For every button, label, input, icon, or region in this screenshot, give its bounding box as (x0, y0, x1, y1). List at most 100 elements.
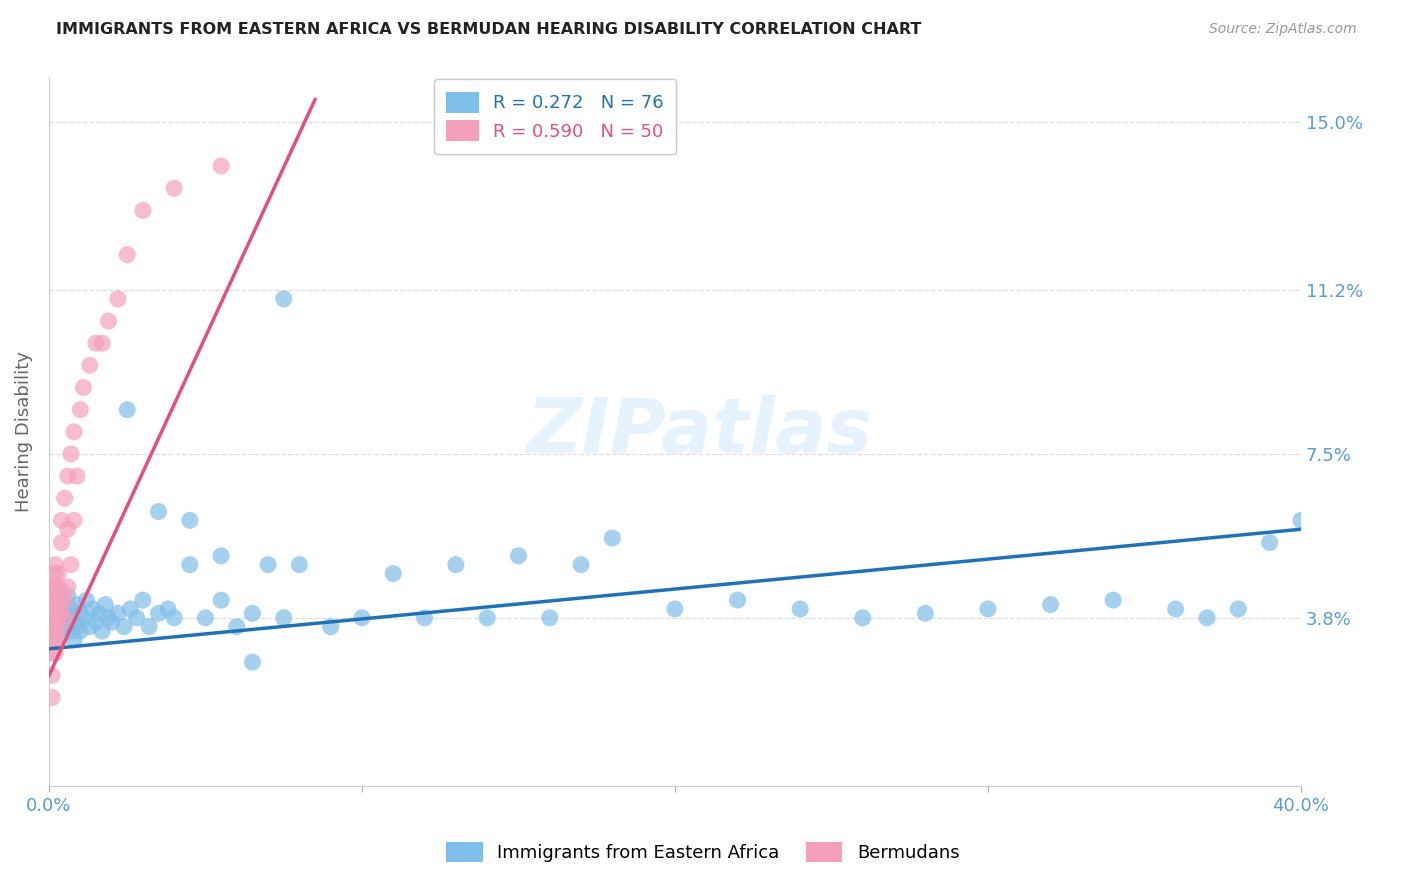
Point (209, 593, 232, 607)
Point (852, 611, 875, 625)
Text: ZIPatlas: ZIPatlas (527, 395, 873, 469)
Text: IMMIGRANTS FROM EASTERN AFRICA VS BERMUDAN HEARING DISABILITY CORRELATION CHART: IMMIGRANTS FROM EASTERN AFRICA VS BERMUD… (56, 22, 921, 37)
Point (53, 607, 76, 621)
Point (148, 504, 170, 518)
Point (225, 620, 247, 634)
Point (664, 602, 686, 616)
Point (41, 602, 63, 616)
Point (41, 620, 63, 634)
Point (148, 607, 170, 621)
Point (194, 611, 217, 625)
Point (91, 336, 114, 351)
Point (115, 402, 138, 417)
Point (44, 607, 66, 621)
Point (132, 593, 155, 607)
Point (41, 646, 63, 660)
Point (76, 593, 98, 607)
Point (1195, 611, 1218, 625)
Point (51, 628, 73, 642)
Point (53, 491, 76, 506)
Point (41, 690, 63, 705)
Point (82, 602, 104, 616)
Point (789, 602, 811, 616)
Point (41, 624, 63, 639)
Point (56, 589, 79, 603)
Point (59, 624, 82, 639)
Point (56, 522, 79, 536)
Point (66, 598, 89, 612)
Point (48, 620, 70, 634)
Point (475, 611, 498, 625)
Point (41, 632, 63, 647)
Point (63, 632, 86, 647)
Point (242, 607, 264, 621)
Point (44, 632, 66, 647)
Point (97, 611, 120, 625)
Legend: R = 0.272   N = 76, R = 0.590   N = 50: R = 0.272 N = 76, R = 0.590 N = 50 (433, 79, 676, 153)
Point (273, 292, 295, 306)
Point (538, 611, 561, 625)
Point (977, 602, 1000, 616)
Point (66, 620, 89, 634)
Point (87, 607, 110, 621)
Point (156, 602, 179, 616)
Point (79, 359, 101, 373)
Point (44, 646, 66, 660)
Point (44, 624, 66, 639)
Point (44, 566, 66, 581)
Point (1039, 598, 1062, 612)
Point (413, 611, 436, 625)
Point (56, 469, 79, 483)
Point (63, 513, 86, 527)
Point (79, 620, 101, 634)
Point (163, 181, 186, 195)
Point (1102, 593, 1125, 607)
Point (163, 611, 186, 625)
Point (48, 580, 70, 594)
Point (100, 615, 122, 630)
Point (508, 549, 530, 563)
Point (44, 620, 66, 634)
Point (48, 593, 70, 607)
Point (51, 513, 73, 527)
Point (53, 611, 76, 625)
Text: Source: ZipAtlas.com: Source: ZipAtlas.com (1209, 22, 1357, 37)
Point (273, 611, 295, 625)
Point (51, 584, 73, 599)
Point (51, 535, 73, 549)
Point (569, 558, 592, 572)
Point (53, 620, 76, 634)
Point (94, 598, 117, 612)
Point (319, 620, 342, 634)
Y-axis label: Hearing Disability: Hearing Disability (15, 351, 32, 512)
Point (120, 602, 142, 616)
Point (48, 632, 70, 647)
Point (48, 615, 70, 630)
Point (382, 566, 405, 581)
Point (209, 549, 232, 563)
Point (56, 611, 79, 625)
Point (84, 336, 107, 351)
Point (63, 615, 86, 630)
Point (69, 624, 91, 639)
Point (41, 615, 63, 630)
Point (72, 611, 94, 625)
Point (44, 558, 66, 572)
Point (107, 292, 129, 306)
Point (59, 447, 82, 461)
Point (41, 607, 63, 621)
Point (69, 402, 91, 417)
Point (914, 607, 936, 621)
Point (59, 602, 82, 616)
Point (56, 580, 79, 594)
Point (44, 593, 66, 607)
Point (288, 558, 311, 572)
Point (112, 620, 135, 634)
Point (444, 558, 467, 572)
Point (48, 593, 70, 607)
Point (41, 580, 63, 594)
Point (48, 607, 70, 621)
Point (72, 380, 94, 394)
Point (48, 566, 70, 581)
Point (59, 558, 82, 572)
